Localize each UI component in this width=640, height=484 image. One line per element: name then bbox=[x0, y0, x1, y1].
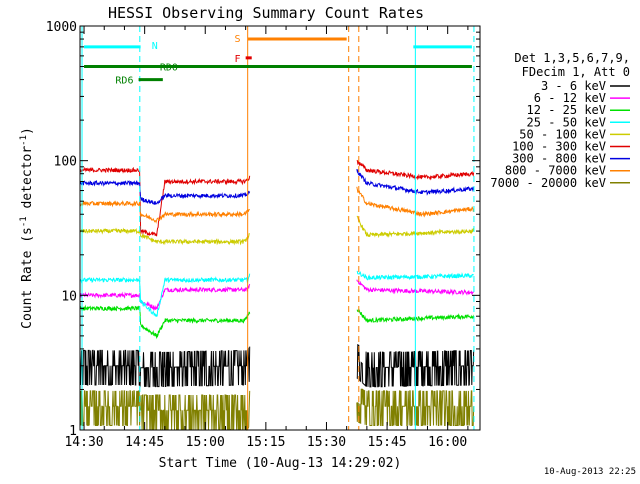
series-line bbox=[79, 304, 251, 340]
series-line bbox=[79, 166, 251, 237]
chart-title: HESSI Observing Summary Count Rates bbox=[108, 4, 424, 22]
flag-label: RD6 bbox=[115, 76, 133, 87]
legend-entry-label: 800 - 7000 keV bbox=[505, 164, 606, 178]
series-line bbox=[79, 179, 251, 205]
y-tick-label: 100 bbox=[54, 155, 77, 170]
legend-entry-label: 6 - 12 keV bbox=[534, 91, 606, 105]
legend-entry-label: 7000 - 20000 keV bbox=[490, 176, 606, 190]
series-2 bbox=[79, 304, 475, 340]
legend-header: Det 1,3,5,6,7,9, bbox=[514, 51, 630, 65]
y-label-part: Count Rate (s bbox=[20, 227, 35, 329]
x-tick-label: 15:45 bbox=[368, 435, 407, 450]
y-tick-label: 1 bbox=[69, 424, 77, 439]
legend-header: FDecim 1, Att 0 bbox=[522, 65, 630, 79]
y-label-sup: -1 bbox=[19, 135, 29, 146]
series-5 bbox=[79, 159, 475, 237]
series-line bbox=[80, 273, 251, 317]
series-line bbox=[79, 283, 251, 312]
flag-label: F bbox=[235, 54, 241, 65]
series-1 bbox=[79, 279, 475, 312]
series-4 bbox=[79, 215, 475, 246]
series-6 bbox=[79, 168, 475, 205]
legend-entry-label: 50 - 100 keV bbox=[519, 127, 606, 141]
legend-entry-label: 300 - 800 keV bbox=[512, 152, 606, 166]
marker-layer bbox=[81, 26, 475, 430]
legend-entry-label: 12 - 25 keV bbox=[527, 103, 606, 117]
series-line bbox=[79, 227, 250, 246]
plot-frame bbox=[79, 25, 481, 431]
series-line bbox=[79, 200, 251, 224]
x-axis-label: Start Time (10-Aug-13 14:29:02) bbox=[159, 456, 402, 471]
y-tick-label: 10 bbox=[61, 289, 77, 304]
x-tick-label: 14:30 bbox=[64, 435, 103, 450]
x-tick-label: 15:30 bbox=[307, 435, 346, 450]
legend-entry-label: 3 - 6 keV bbox=[541, 79, 606, 93]
series-line bbox=[79, 390, 251, 432]
flag-label: RD0 bbox=[160, 63, 178, 74]
y-tick-label: 1000 bbox=[46, 20, 77, 35]
legend-entry-label: 25 - 50 keV bbox=[527, 115, 606, 129]
legend-entry-label: 100 - 300 keV bbox=[512, 140, 606, 154]
flag-label: S bbox=[235, 34, 241, 45]
x-tick-label: 15:15 bbox=[246, 435, 285, 450]
series-layer bbox=[79, 159, 475, 432]
y-label-sup: -1 bbox=[19, 216, 29, 227]
legend: Det 1,3,5,6,7,9,FDecim 1, Att 03 - 6 keV… bbox=[490, 51, 630, 190]
series-0 bbox=[79, 344, 475, 388]
axis-layer: 1 10 100 1000 14:30 14:45 15:00 15:15 15:30 15:45… bbox=[46, 20, 480, 450]
y-axis-label: Count Rate (s-1 detector-1) bbox=[19, 127, 35, 329]
series-8 bbox=[79, 388, 475, 432]
x-tick-label: 16:00 bbox=[428, 435, 467, 450]
x-tick-label: 14:45 bbox=[125, 435, 164, 450]
y-label-part: detector bbox=[20, 146, 35, 217]
series-line bbox=[79, 346, 251, 388]
flag-label: N bbox=[152, 41, 158, 52]
x-tick-label: 15:00 bbox=[186, 435, 225, 450]
y-label-part: ) bbox=[20, 127, 35, 135]
timestamp: 10-Aug-2013 22:25 bbox=[544, 467, 636, 477]
